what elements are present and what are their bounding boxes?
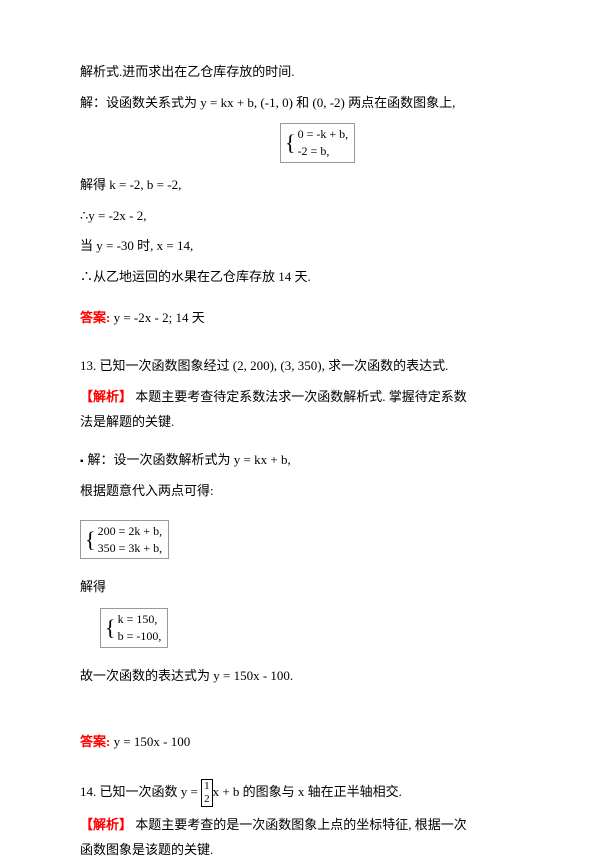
- answer-label-2: 答案: y = 150x - 100: [80, 730, 525, 755]
- eq2-row1: 200 = 2k + b,: [98, 523, 163, 540]
- answer-text-1: y = -2x - 2; 14 天: [114, 310, 205, 325]
- answer-label-1: 答案: y = -2x - 2; 14 天: [80, 306, 525, 331]
- analysis-section-2: 【解析】 本题主要考查的是一次函数图象上点的坐标特征, 根据一次: [80, 813, 525, 838]
- eq1-row2: -2 = b,: [298, 143, 349, 160]
- equation-system-1: { 0 = -k + b, -2 = b,: [280, 123, 355, 163]
- eq3-row1: k = 150,: [118, 611, 162, 628]
- answer-text-2: y = 150x - 100: [114, 734, 191, 749]
- analysis-section-1: 【解析】 本题主要考查待定系数法求一次函数解析式. 掌握待定系数: [80, 385, 525, 410]
- setup-line: ▪解：设一次函数解析式为 y = kx + b,: [80, 448, 525, 473]
- eq2-row2: 350 = 3k + b,: [98, 540, 163, 557]
- final-expression: 故一次函数的表达式为 y = 150x - 100.: [80, 664, 525, 689]
- eq3-row2: b = -100,: [118, 628, 162, 645]
- analysis-text-1a: 本题主要考查待定系数法求一次函数解析式. 掌握待定系数: [135, 389, 467, 404]
- equation-block-3: { k = 150, b = -100,: [100, 606, 525, 650]
- context-line: 解析式.进而求出在乙仓库存放的时间.: [80, 60, 525, 85]
- analysis-label-2: 【解析】: [80, 817, 132, 832]
- solve-label: 解得: [80, 575, 525, 600]
- when-line: 当 y = -30 时, x = 14,: [80, 234, 525, 259]
- equation-system-2: { 200 = 2k + b, 350 = 3k + b,: [80, 520, 169, 560]
- analysis-label-1: 【解析】: [80, 389, 132, 404]
- equation-line: { 0 = -k + b, -2 = b,: [80, 121, 525, 165]
- result-line: ∴y = -2x - 2,: [80, 204, 525, 229]
- conclusion-line: ∴从乙地运回的水果在乙仓库存放 14 天.: [80, 265, 525, 290]
- analysis-text-2a: 本题主要考查的是一次函数图象上点的坐标特征, 根据一次: [135, 817, 467, 832]
- eq1-row1: 0 = -k + b,: [298, 126, 349, 143]
- fraction-box: 12: [201, 779, 213, 807]
- problem-14: 14. 已知一次函数 y = 12x + b 的图象与 x 轴在正半轴相交.: [80, 779, 525, 807]
- problem-13: 13. 已知一次函数图象经过 (2, 200), (3, 350), 求一次函数…: [80, 354, 525, 379]
- solution-line: 解：设函数关系式为 y = kx + b, (-1, 0) 和 (0, -2) …: [80, 91, 525, 116]
- substitute-line: 根据题意代入两点可得:: [80, 479, 525, 504]
- equation-system-3: { k = 150, b = -100,: [100, 608, 168, 648]
- solve-line: 解得 k = -2, b = -2,: [80, 173, 525, 198]
- equation-block-2: { 200 = 2k + b, 350 = 3k + b,: [80, 518, 525, 562]
- analysis-text-1b: 法是解题的关键.: [80, 410, 525, 435]
